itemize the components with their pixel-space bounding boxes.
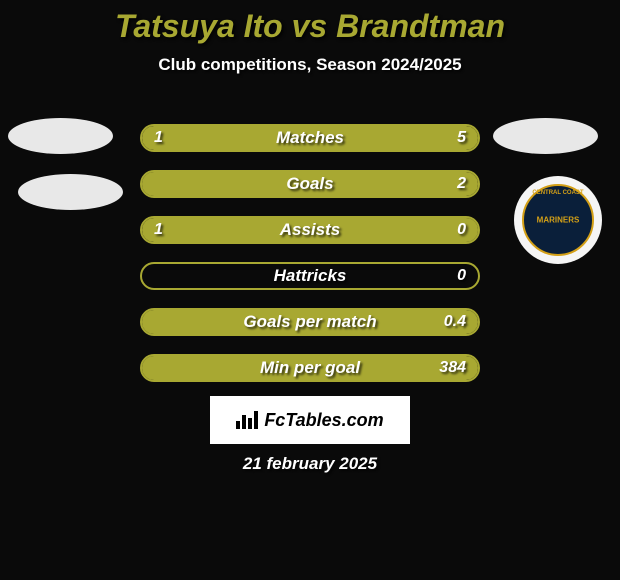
player-right-club-badge: CENTRAL COAST MARINERS [514,176,602,264]
chart-icon [236,411,258,429]
stat-row: 15Matches [140,124,480,152]
brand-footer[interactable]: FcTables.com [210,396,410,444]
subtitle: Club competitions, Season 2024/2025 [0,55,620,75]
club-badge-inner: CENTRAL COAST MARINERS [522,184,594,256]
player-left-avatar-placeholder [8,118,113,154]
club-badge-org: CENTRAL COAST [524,190,592,196]
stat-label: Matches [142,126,478,150]
club-badge-name: MARINERS [537,216,580,225]
stat-label: Assists [142,218,478,242]
page-title: Tatsuya Ito vs Brandtman [0,0,620,45]
stat-row: 2Goals [140,170,480,198]
stat-label: Goals [142,172,478,196]
brand-text: FcTables.com [264,410,383,431]
stat-row: 0.4Goals per match [140,308,480,336]
stat-row: 0Hattricks [140,262,480,290]
stat-label: Hattricks [142,264,478,288]
stat-row: 10Assists [140,216,480,244]
stat-row: 384Min per goal [140,354,480,382]
player-left-club-placeholder [18,174,123,210]
player-right-avatar-placeholder [493,118,598,154]
date-label: 21 february 2025 [0,454,620,474]
stat-label: Min per goal [142,356,478,380]
stats-container: 15Matches 2Goals 10Assists 0Hattricks 0.4Goa… [140,124,480,400]
stat-label: Goals per match [142,310,478,334]
